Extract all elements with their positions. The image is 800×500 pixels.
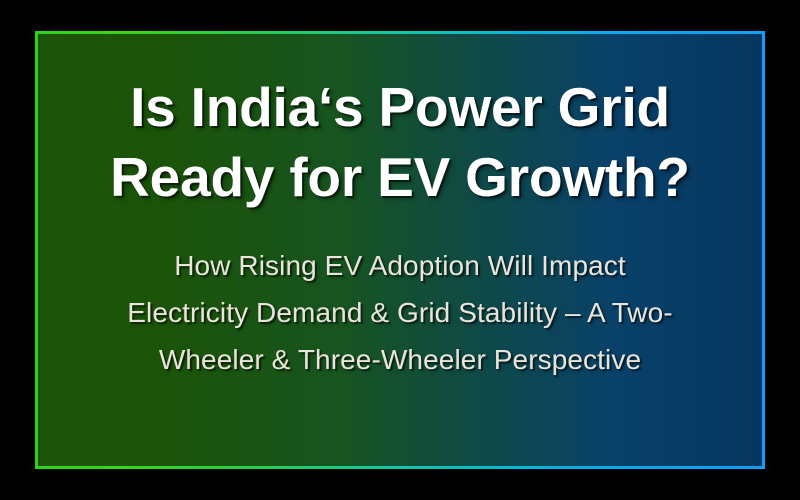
title-line-2: Ready for EV Growth? <box>110 146 690 208</box>
slide-title: Is India‘s Power Grid Ready for EV Growt… <box>38 72 762 212</box>
title-line-1: Is India‘s Power Grid <box>130 76 670 138</box>
subtitle-line-1: How Rising EV Adoption Will Impact <box>174 250 626 281</box>
subtitle-line-2: Electricity Demand & Grid Stability – A … <box>127 297 673 328</box>
slide-subtitle: How Rising EV Adoption Will Impact Elect… <box>38 242 762 383</box>
slide-gradient-border: Is India‘s Power Grid Ready for EV Growt… <box>35 31 765 469</box>
subtitle-line-3: Wheeler & Three-Wheeler Perspective <box>158 344 642 375</box>
slide-content-panel: Is India‘s Power Grid Ready for EV Growt… <box>38 34 762 466</box>
